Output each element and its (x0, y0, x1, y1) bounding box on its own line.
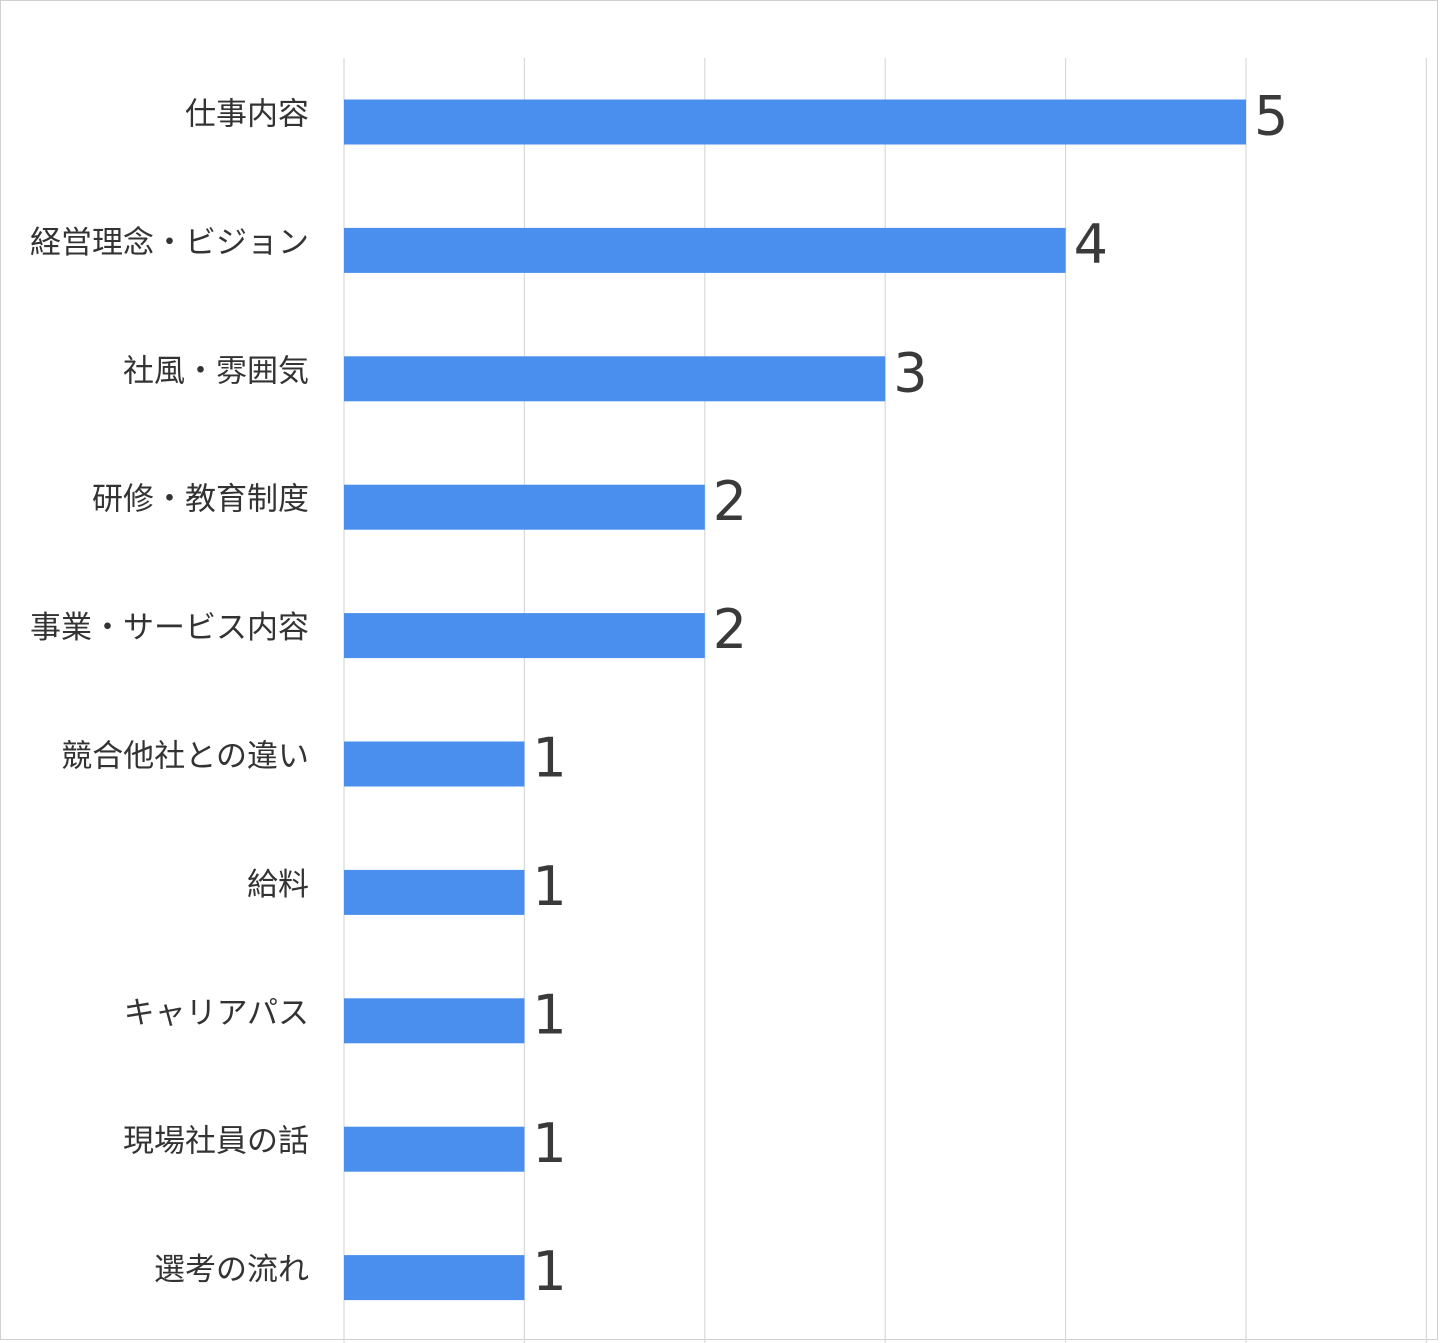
bar (344, 356, 886, 402)
bar (344, 227, 1066, 273)
data-label: 1 (532, 983, 566, 1046)
category-labels: 仕事内容経営理念・ビジョン社風・雰囲気研修・教育制度事業・サービス内容競合他社と… (30, 97, 309, 1289)
category-label: キャリアパス (124, 995, 309, 1031)
bar (344, 869, 525, 915)
category-label: 選考の流れ (154, 1252, 309, 1288)
bar (344, 613, 705, 659)
category-label: 経営理念・ビジョン (30, 225, 309, 261)
bar (344, 484, 705, 530)
bar (344, 1126, 525, 1172)
category-label: 給料 (247, 867, 309, 903)
category-label: 研修・教育制度 (92, 482, 309, 518)
data-label: 1 (532, 1112, 566, 1175)
bar (344, 998, 525, 1044)
data-labels: 5 4 3 2 2 1 1 1 1 1 (532, 85, 1288, 1304)
data-label: 1 (532, 727, 566, 790)
data-label: 5 (1254, 85, 1288, 148)
data-label: 1 (532, 1240, 566, 1303)
data-label: 2 (713, 470, 747, 533)
category-label: 事業・サービス内容 (30, 610, 309, 646)
data-label: 3 (893, 341, 927, 404)
bar (344, 741, 525, 787)
bar (344, 99, 1246, 145)
data-label: 2 (713, 598, 747, 661)
data-label: 1 (532, 855, 566, 918)
category-label: 競合他社との違い (61, 739, 309, 775)
category-label: 社風・雰囲気 (123, 353, 309, 389)
data-label: 4 (1074, 213, 1108, 276)
category-label: 仕事内容 (185, 97, 309, 133)
bar (344, 1255, 525, 1301)
bars (344, 99, 1246, 1301)
category-label: 現場社員の話 (123, 1124, 309, 1160)
